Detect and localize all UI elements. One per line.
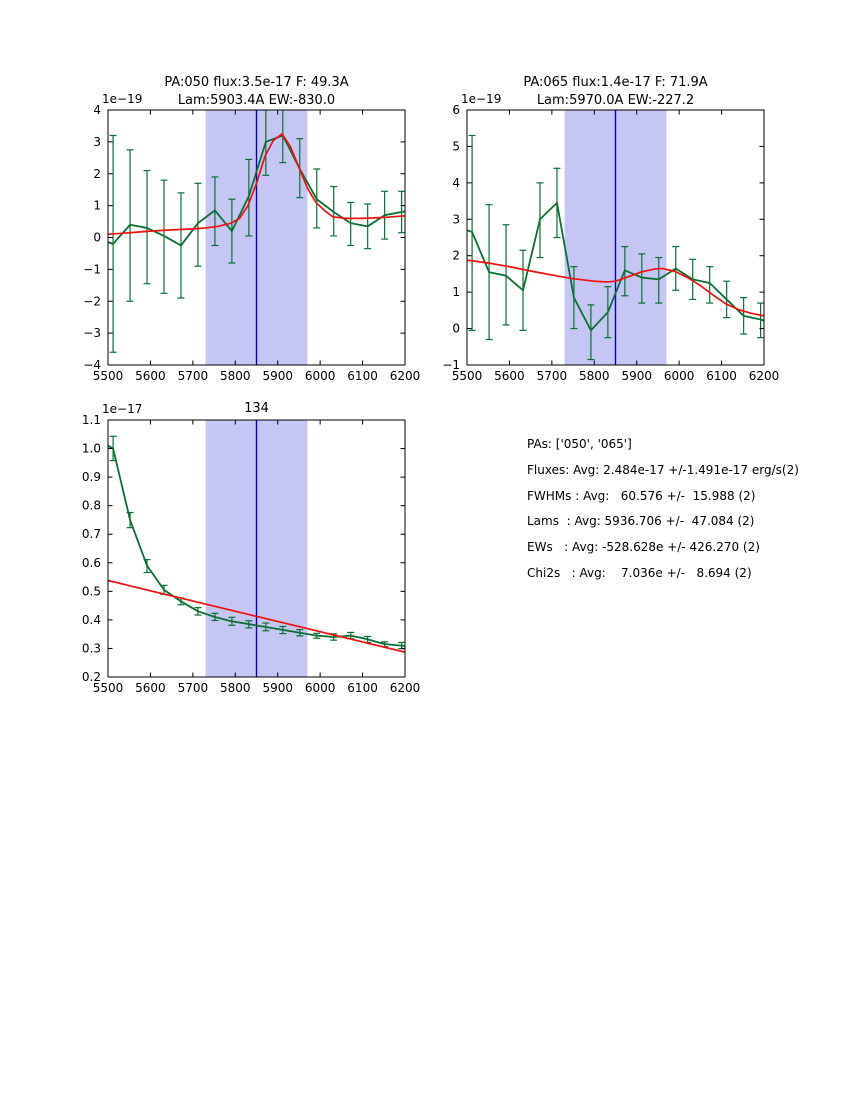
x-tick-label: 5600: [494, 369, 525, 383]
y-tick-label: 1: [452, 285, 460, 299]
y-tick-label: 2: [93, 167, 101, 181]
fit-line: [467, 259, 764, 317]
y-tick-label: −1: [442, 358, 460, 372]
y-axis-offset-label: 1e−19: [102, 92, 142, 106]
plot-title-line2: Lam:5903.4A EW:-830.0: [178, 93, 335, 108]
plot-pa050: 5500 5600 5700 5800 5900 6000 6100 6200 −4 −3 −2 −1…: [83, 75, 420, 383]
x-tick-label: 6200: [390, 681, 421, 695]
x-tick-label: 5700: [178, 369, 209, 383]
x-tick-label: 5600: [135, 681, 166, 695]
y-tick-label: 0.7: [82, 527, 101, 541]
x-tick-label: 6100: [706, 369, 737, 383]
y-tick-label: 4: [93, 103, 101, 117]
stats-panel: PAs: ['050', '065'] Fluxes: Avg: 2.484e-…: [527, 432, 799, 587]
x-tick-label: 5900: [262, 369, 293, 383]
x-tick-label: 6100: [347, 681, 378, 695]
x-tick-label: 5800: [220, 681, 251, 695]
axes-frame: [107, 419, 406, 678]
x-tick-label: 5500: [452, 369, 483, 383]
plot-title: 134: [244, 401, 269, 416]
y-tick-label: 6: [452, 103, 460, 117]
axes-frame: [466, 109, 765, 366]
stats-line-fwhms: FWHMs : Avg: 60.576 +/- 15.988 (2): [527, 488, 756, 503]
x-tick-label: 6100: [347, 369, 378, 383]
y-tick-label: 3: [93, 135, 101, 149]
stats-line-chi2s: Chi2s : Avg: 7.036e +/- 8.694 (2): [527, 565, 752, 580]
x-tick-label: 5800: [579, 369, 610, 383]
spectrum-line: [467, 201, 764, 332]
y-tick-label: 1.0: [82, 442, 101, 456]
fit-line: [108, 579, 405, 653]
x-tick-label: 5700: [537, 369, 568, 383]
x-tick-label: 6200: [749, 369, 780, 383]
stats-line-ews: EWs : Avg: -528.628e +/- 426.270 (2): [527, 540, 760, 555]
y-tick-label: 1.1: [82, 413, 101, 427]
x-tick-label: 5700: [178, 681, 209, 695]
x-tick-label: 5900: [621, 369, 652, 383]
spectrum-line: [108, 444, 405, 647]
y-tick-label: −1: [83, 262, 101, 276]
x-tick-label: 6000: [305, 369, 336, 383]
y-tick-label: −3: [83, 326, 101, 340]
y-tick-label: 0: [452, 322, 460, 336]
y-tick-label: −4: [83, 358, 101, 372]
y-tick-label: 0.2: [82, 670, 101, 684]
data-layer: [108, 110, 405, 353]
y-tick-label: 0.5: [82, 584, 101, 598]
x-tick-label: 5500: [93, 369, 124, 383]
plot-object-134: 5500 5600 5700 5800 5900 6000 6100 6200 0.2 0.3 0.…: [82, 401, 420, 695]
data-layer: [108, 435, 405, 653]
y-tick-label: 3: [452, 212, 460, 226]
plot-title-line1: PA:065 flux:1.4e-17 F: 71.9A: [523, 75, 707, 90]
x-tick-label: 6200: [390, 369, 421, 383]
plot-title-line1: PA:050 flux:3.5e-17 F: 49.3A: [164, 75, 348, 90]
x-tick-label: 6000: [664, 369, 695, 383]
y-axis-offset-label: 1e−17: [102, 402, 142, 416]
spectrum-line: [108, 134, 405, 247]
x-tick-label: 5500: [93, 681, 124, 695]
data-layer: [467, 134, 764, 361]
y-tick-label: 0.4: [82, 613, 101, 627]
y-tick-label: 1: [93, 199, 101, 213]
y-tick-label: 0.9: [82, 470, 101, 484]
x-tick-label: 5800: [220, 369, 251, 383]
y-tick-label: 4: [452, 176, 460, 190]
stats-line-fluxes: Fluxes: Avg: 2.484e-17 +/-1.491e-17 erg/…: [527, 462, 799, 477]
fit-line: [108, 133, 405, 236]
stats-line-pas: PAs: ['050', '065']: [527, 437, 632, 451]
plot-title-line2: Lam:5970.0A EW:-227.2: [537, 93, 694, 108]
y-tick-label: 0.6: [82, 556, 101, 570]
y-tick-label: 5: [452, 139, 460, 153]
x-tick-label: 6000: [305, 681, 336, 695]
x-tick-label: 5600: [135, 369, 166, 383]
x-tick-label: 5900: [262, 681, 293, 695]
y-axis-offset-label: 1e−19: [461, 92, 501, 106]
y-tick-label: 0.3: [82, 641, 101, 655]
y-tick-label: 0: [93, 231, 101, 245]
stats-line-lams: Lams : Avg: 5936.706 +/- 47.084 (2): [527, 514, 755, 529]
y-tick-label: 2: [452, 249, 460, 263]
y-tick-label: 0.8: [82, 499, 101, 513]
y-tick-label: −2: [83, 294, 101, 308]
plot-pa065: 5500 5600 5700 5800 5900 6000 6100 6200 −1 0 1 2 3 4 5…: [442, 75, 779, 383]
